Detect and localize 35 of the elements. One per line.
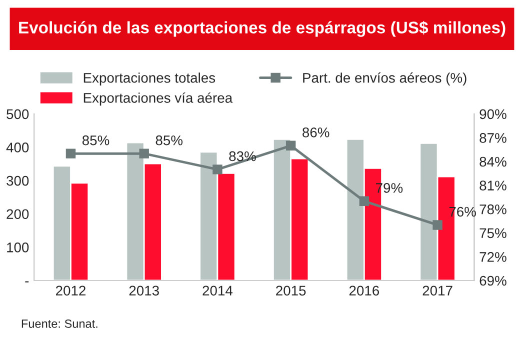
x-tick-label: 2017 bbox=[422, 286, 452, 296]
point bbox=[286, 140, 296, 150]
legend-label: Exportaciones vía aérea bbox=[84, 92, 233, 106]
y2-tick-label: 69% bbox=[480, 276, 506, 286]
data-label: 85% bbox=[156, 135, 183, 146]
x-tick-label: 2012 bbox=[56, 286, 86, 296]
data-label: 83% bbox=[229, 151, 256, 162]
x-tick-label: 2014 bbox=[202, 286, 233, 296]
y2-tick-label: 75% bbox=[480, 228, 506, 238]
point bbox=[66, 148, 76, 158]
point bbox=[359, 196, 370, 206]
y-tick-label: - bbox=[25, 281, 29, 282]
legend-label: Exportaciones totales bbox=[84, 72, 216, 86]
x-tick-label: 2013 bbox=[129, 286, 159, 296]
data-label: 86% bbox=[302, 127, 330, 138]
y2-tick-label: 90% bbox=[480, 109, 506, 120]
point bbox=[139, 148, 149, 158]
y-tick-label: 400 bbox=[6, 142, 29, 152]
source-note: Fuente: Sunat. bbox=[22, 320, 98, 328]
legend-label: Part. de envíos aéreos (%) bbox=[303, 72, 466, 86]
y-tick-label: 200 bbox=[6, 209, 29, 220]
y2-tick-label: 72% bbox=[480, 252, 506, 262]
x-tick-label: 2016 bbox=[349, 286, 380, 296]
point bbox=[432, 220, 442, 230]
y-tick-label: 100 bbox=[7, 242, 29, 252]
y2-tick-label: 87% bbox=[480, 133, 506, 143]
y-tick-label: 500 bbox=[6, 109, 29, 120]
chart-title: Evolución de las exportaciones de espárragos (US$ millones) bbox=[19, 20, 506, 37]
y-tick-label: 300 bbox=[6, 176, 29, 186]
point bbox=[212, 164, 222, 174]
x-tick-label: 2015 bbox=[276, 286, 306, 296]
y2-tick-label: 84% bbox=[480, 156, 506, 167]
y2-tick-label: 81% bbox=[480, 180, 506, 190]
data-label: 85% bbox=[82, 135, 110, 146]
y2-tick-label: 78% bbox=[480, 204, 506, 214]
